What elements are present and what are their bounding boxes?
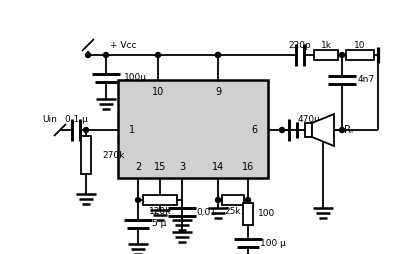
- Circle shape: [156, 53, 160, 57]
- Text: 25k: 25k: [225, 208, 241, 216]
- Text: 0,01: 0,01: [196, 208, 216, 216]
- Text: 1k: 1k: [320, 40, 332, 50]
- Text: 14: 14: [212, 162, 224, 172]
- Bar: [305, 123, 312, 137]
- Text: + Vcc: + Vcc: [110, 40, 136, 50]
- Circle shape: [216, 53, 220, 57]
- Circle shape: [246, 198, 250, 202]
- Text: 0,1 µ: 0,1 µ: [64, 116, 88, 124]
- Text: 270k: 270k: [102, 151, 124, 160]
- Text: 16: 16: [242, 162, 254, 172]
- Text: 120k: 120k: [149, 208, 171, 216]
- Text: 9: 9: [215, 87, 221, 97]
- Text: 6: 6: [251, 125, 257, 135]
- Circle shape: [86, 53, 90, 57]
- Bar: [314, 50, 338, 60]
- Text: 1: 1: [129, 125, 135, 135]
- Bar: [346, 50, 374, 60]
- Text: 10: 10: [354, 40, 366, 50]
- Circle shape: [136, 198, 140, 202]
- Text: 5 µ: 5 µ: [152, 219, 166, 229]
- Circle shape: [280, 128, 284, 133]
- Circle shape: [216, 198, 220, 202]
- Text: Uin: Uin: [42, 116, 57, 124]
- Circle shape: [84, 128, 88, 133]
- Text: 10: 10: [152, 87, 164, 97]
- Bar: [81, 136, 91, 174]
- Text: 3: 3: [179, 162, 185, 172]
- Circle shape: [340, 128, 344, 133]
- Circle shape: [104, 53, 108, 57]
- Text: 100 µ: 100 µ: [260, 239, 286, 247]
- Bar: [222, 195, 244, 205]
- Polygon shape: [312, 114, 334, 146]
- Text: 2: 2: [135, 162, 141, 172]
- Text: 15: 15: [154, 162, 166, 172]
- Text: 4n7: 4n7: [358, 74, 375, 84]
- Text: 100: 100: [258, 210, 275, 218]
- Bar: [143, 195, 177, 205]
- Text: 100µ: 100µ: [124, 72, 147, 82]
- Text: 220p: 220p: [289, 40, 311, 50]
- Bar: [118, 80, 268, 178]
- Text: Rₗ: Rₗ: [344, 125, 353, 135]
- Text: 470µ: 470µ: [298, 116, 320, 124]
- Circle shape: [216, 53, 220, 57]
- Bar: [243, 203, 253, 225]
- Circle shape: [340, 53, 344, 57]
